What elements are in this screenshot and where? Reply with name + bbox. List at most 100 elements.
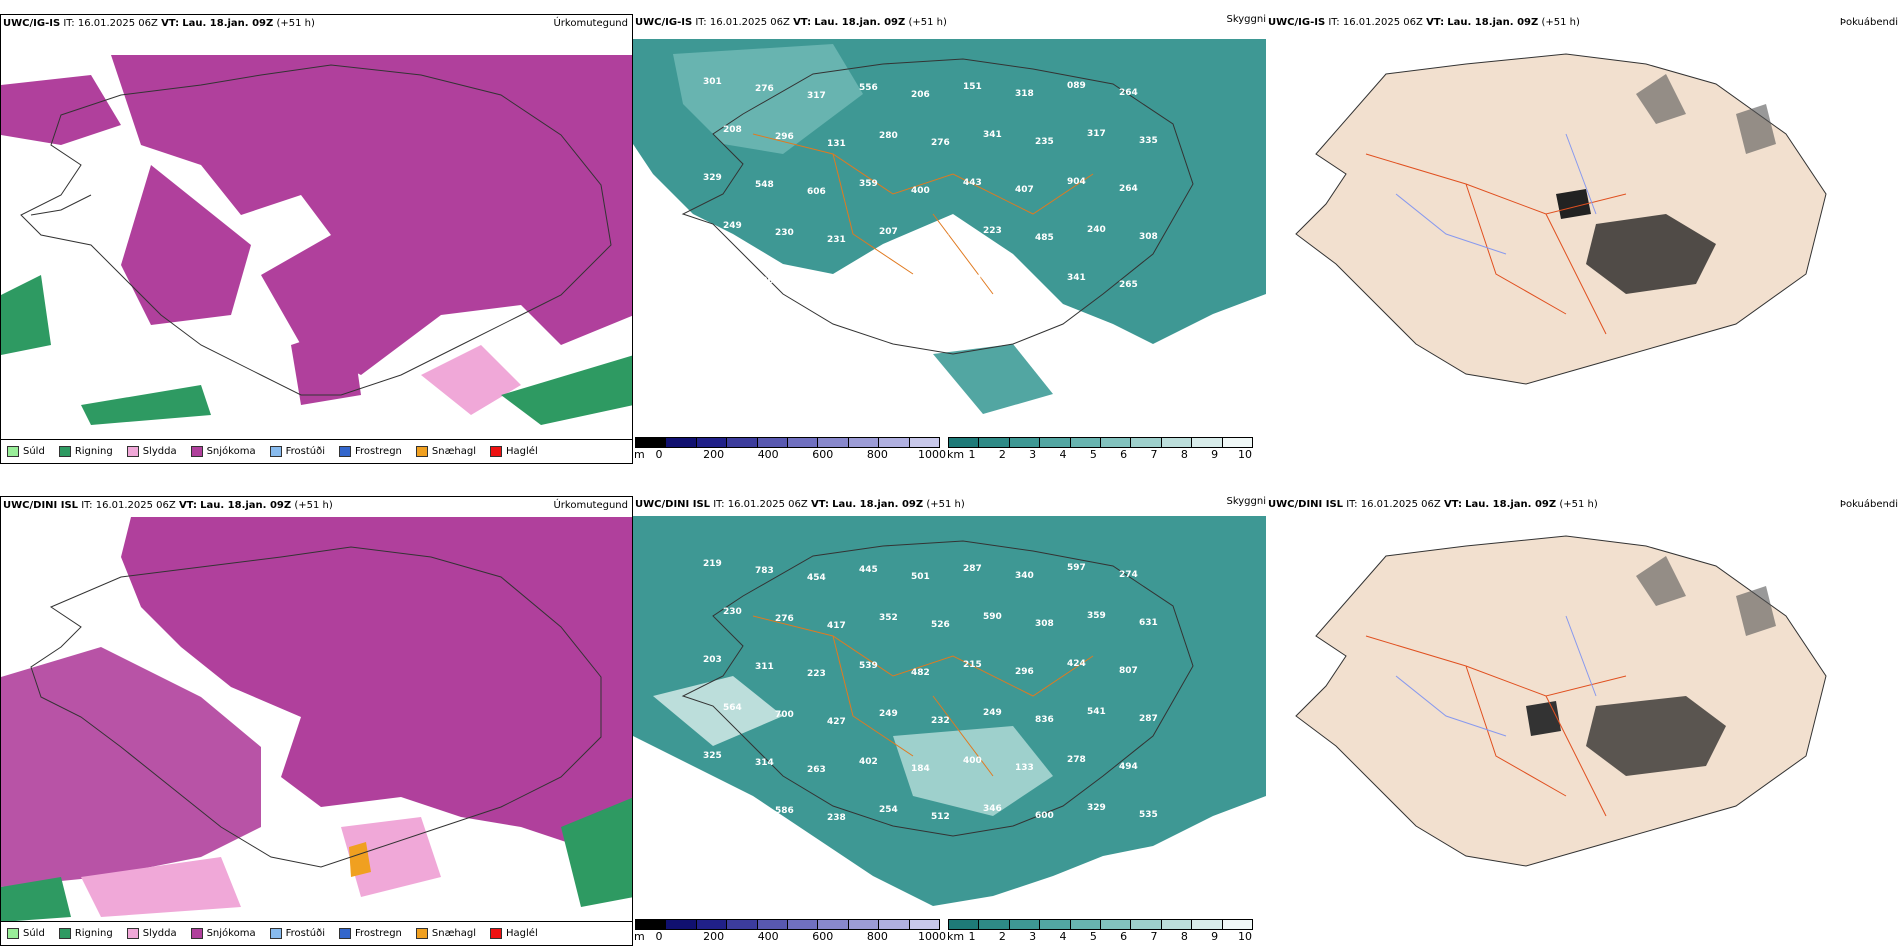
station-elevation-label: 207 xyxy=(879,227,898,237)
elevation-unit: m xyxy=(634,930,645,943)
legend-item: Haglél xyxy=(490,928,538,939)
legend-label: Snjókoma xyxy=(206,928,256,939)
station-elevation-label: 296 xyxy=(1015,667,1034,677)
station-elevation-label: 346 xyxy=(983,804,1002,814)
legend-item: Frostúði xyxy=(269,446,325,457)
station-elevation-label: 276 xyxy=(931,138,950,148)
elevation-scale: m 0 200 400 600 800 1000 xyxy=(634,919,946,943)
station-elevation-label: 400 xyxy=(911,186,930,196)
scale-tick-label: 2 xyxy=(998,930,1006,943)
scale-cell xyxy=(949,920,980,929)
station-elevation-label: 265 xyxy=(1119,280,1138,290)
station-elevation-label: 314 xyxy=(755,758,774,768)
scale-cell xyxy=(818,920,849,929)
scale-tick-label: 400 xyxy=(757,448,779,461)
station-elevation-label: 296 xyxy=(775,132,794,142)
station-elevation-label: 807 xyxy=(1119,666,1138,676)
legend-label: Snjókoma xyxy=(206,446,256,457)
scale-cell xyxy=(1161,438,1193,447)
scale-tick-label: 4 xyxy=(1059,448,1067,461)
station-elevation-label: 301 xyxy=(703,77,722,87)
station-elevation-label: 427 xyxy=(827,717,846,727)
legend-item: Snæhagl xyxy=(415,928,476,939)
station-elevation-label: 287 xyxy=(1139,714,1158,724)
legend-item: Súld xyxy=(7,928,45,939)
station-elevation-label: 402 xyxy=(859,757,878,767)
station-elevation-label: 219 xyxy=(703,559,722,569)
visibility-unit: km xyxy=(947,930,965,943)
scale-tick-label: 8 xyxy=(1180,448,1188,461)
station-elevation-label: 306 xyxy=(755,276,774,286)
station-elevation-label: 221 xyxy=(911,282,930,292)
scale-tick-label: 1 xyxy=(968,930,976,943)
station-elevation-label: 308 xyxy=(1139,232,1158,242)
panel-header: UWC/IG-IS IT: 16.01.2025 06Z VT: Lau. 18… xyxy=(3,18,315,29)
station-elevation-label: 904 xyxy=(1067,177,1086,187)
panel-title: Úrkomutegund xyxy=(553,18,628,29)
scale-cell xyxy=(757,920,789,929)
station-elevation-label: 512 xyxy=(931,812,950,822)
legend-item: Frostúði xyxy=(269,928,325,939)
station-elevation-label: 278 xyxy=(1067,755,1086,765)
station-elevation-label: 485 xyxy=(1035,233,1054,243)
station-elevation-label: 564 xyxy=(723,703,742,713)
station-elevation-label: 443 xyxy=(963,178,982,188)
scale-cell xyxy=(1131,438,1162,447)
station-elevation-label: 276 xyxy=(755,84,774,94)
station-elevation-label: 794 xyxy=(931,234,950,244)
legend-label: Rigning xyxy=(74,928,113,939)
fog-panel-bottom: UWC/DINI ISL IT: 16.01.2025 06Z VT: Lau.… xyxy=(1266,496,1900,946)
station-elevation-label: 329 xyxy=(1087,803,1106,813)
legend-item: Snjókoma xyxy=(190,928,256,939)
panel-header: UWC/DINI ISL IT: 16.01.2025 06Z VT: Lau.… xyxy=(3,500,333,511)
precip-type-map xyxy=(1,15,632,463)
station-elevation-label: 515 xyxy=(703,847,722,857)
station-elevation-label: 232 xyxy=(931,716,950,726)
legend-label: Súld xyxy=(23,446,45,457)
station-elevation-label: 184 xyxy=(911,764,930,774)
scale-cell xyxy=(666,920,697,929)
station-elevation-label: 325 xyxy=(703,751,722,761)
scale-tick-label: 200 xyxy=(703,448,725,461)
station-labels: 301 276 317 556 206 151 318 089 264 208 296 131 280 2… xyxy=(703,77,1158,341)
scale-tick-label: 800 xyxy=(866,448,888,461)
precip-type-legend: Súld Rigning Slydda Snjókoma Frostúði Fr… xyxy=(1,439,632,463)
panel-title: Skyggni xyxy=(1226,14,1266,25)
fog-map xyxy=(1295,53,1827,385)
scale-tick-label: 7 xyxy=(1150,930,1158,943)
legend-swatch xyxy=(269,928,282,939)
station-elevation-label: 307 xyxy=(827,331,846,341)
legend-swatch xyxy=(415,928,428,939)
station-elevation-label: 287 xyxy=(963,564,982,574)
station-elevation-label: 783 xyxy=(755,566,774,576)
scale-tick-label: 600 xyxy=(812,448,834,461)
scale-cell xyxy=(788,438,819,447)
panel-header: UWC/IG-IS IT: 16.01.2025 06Z VT: Lau. 18… xyxy=(1268,17,1580,28)
station-elevation-label: 230 xyxy=(775,228,794,238)
scale-cell xyxy=(788,920,819,929)
scale-cell xyxy=(979,438,1010,447)
station-elevation-label: 424 xyxy=(1067,659,1086,669)
station-elevation-label: 089 xyxy=(1067,81,1086,91)
legend-item: Snjókoma xyxy=(190,446,256,457)
scale-cell xyxy=(636,438,667,447)
scale-cell xyxy=(696,920,728,929)
scale-cell xyxy=(848,920,880,929)
station-labels: 219 783 454 445 501 287 340 597 274 230 276 417 352 5… xyxy=(703,559,1158,857)
scale-cell xyxy=(727,438,758,447)
legend-swatch xyxy=(58,446,71,457)
station-elevation-label: 235 xyxy=(1035,137,1054,147)
scale-cell xyxy=(1009,920,1041,929)
precip-type-panel-top: UWC/IG-IS IT: 16.01.2025 06Z VT: Lau. 18… xyxy=(0,14,633,464)
panel-title: Þokuábendi xyxy=(1839,499,1898,510)
scale-cell xyxy=(1131,920,1162,929)
station-elevation-label: 526 xyxy=(931,620,950,630)
scale-tick-label: 4 xyxy=(1059,930,1067,943)
station-elevation-label: 151 xyxy=(963,82,982,92)
precip-type-legend: Súld Rigning Slydda Snjókoma Frostúði Fr… xyxy=(1,921,632,945)
scale-cell xyxy=(1222,438,1253,447)
station-elevation-label: 359 xyxy=(859,179,878,189)
legend-label: Haglél xyxy=(506,928,538,939)
visibility-scale: km 1 2 3 4 5 6 7 8 9 10 xyxy=(947,919,1253,943)
panel-header: UWC/DINI ISL IT: 16.01.2025 06Z VT: Lau.… xyxy=(1268,499,1598,510)
